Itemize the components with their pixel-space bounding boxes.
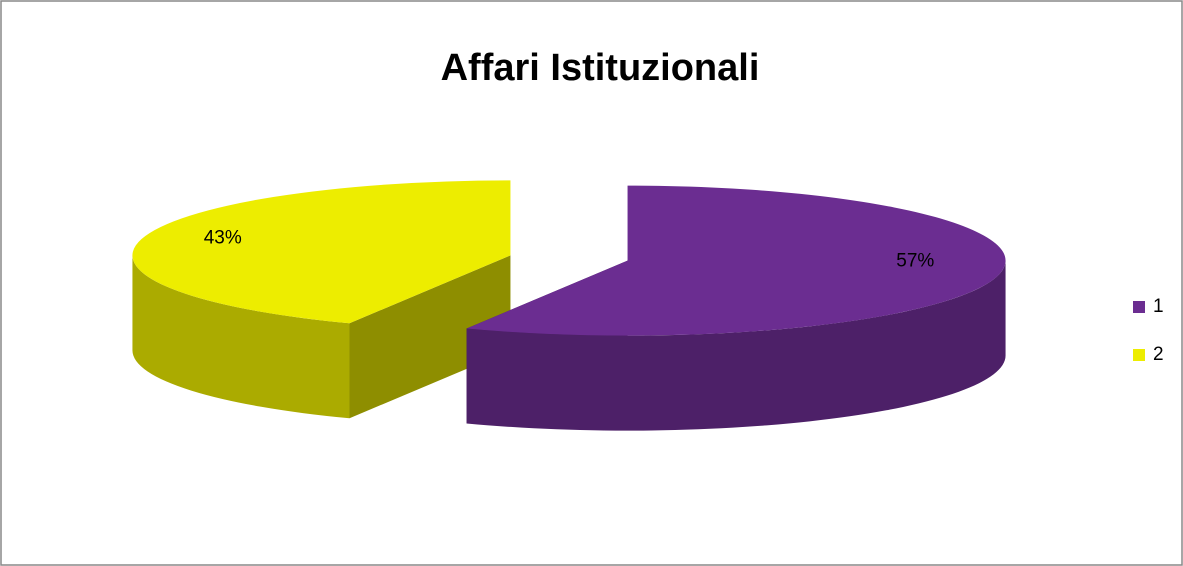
- slice-outer-wall: [466, 260, 1006, 431]
- legend-swatch: [1133, 301, 1145, 313]
- legend-label: 2: [1153, 344, 1164, 365]
- pie-slice: [132, 180, 511, 324]
- pie-slice: [466, 185, 1006, 336]
- chart-title: Affari Istituzionali: [441, 47, 760, 89]
- legend-label: 1: [1153, 296, 1164, 317]
- slice-outer-wall: [132, 255, 350, 419]
- data-label: 43%: [204, 227, 242, 248]
- slice-radial-wall: [349, 255, 511, 419]
- data-label: 57%: [896, 251, 934, 272]
- legend-swatch: [1133, 349, 1145, 361]
